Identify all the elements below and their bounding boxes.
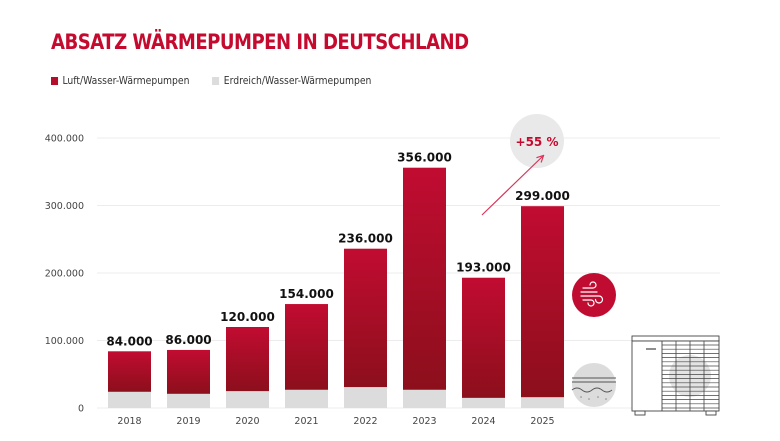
y-tick-label: 100.000	[45, 336, 84, 347]
y-tick-label: 200.000	[45, 269, 84, 280]
arrow-up-right-icon	[481, 156, 543, 216]
x-axis-ticks: 2018 2019 2020 2021 2022 2023 2024 2025	[117, 416, 554, 427]
bar-ground-2021	[285, 389, 328, 408]
chart-title: ABSATZ WÄRMEPUMPEN IN DEUTSCHLAND	[51, 30, 469, 54]
air-wind-icon	[572, 273, 616, 317]
bar-ground-2024	[462, 397, 505, 408]
legend-label-ground: Erdreich/Wasser-Wärmepumpen	[223, 75, 372, 87]
bar-total-label: 86.000	[165, 333, 211, 347]
x-tick-label: 2023	[412, 416, 436, 427]
bar-total-label: 356.000	[397, 151, 452, 165]
bar-ground-2018	[108, 391, 151, 408]
x-tick-label: 2020	[235, 416, 259, 427]
bar-total-label: 84.000	[106, 334, 152, 348]
x-tick-label: 2019	[176, 416, 200, 427]
x-tick-label: 2021	[294, 416, 318, 427]
bar-air-2024	[462, 277, 505, 398]
bar-ground-2020	[226, 391, 269, 408]
y-tick-label: 0	[78, 404, 84, 415]
bar-air-2020	[226, 327, 269, 392]
bar-total-label: 154.000	[279, 287, 334, 301]
bar-air-2022	[344, 248, 387, 388]
bar-air-2019	[167, 349, 210, 394]
x-tick-label: 2024	[471, 416, 495, 427]
bar-total-label: 299.000	[515, 189, 570, 203]
legend-item-ground: Erdreich/Wasser-Wärmepumpen	[212, 75, 371, 87]
legend-swatch-air	[51, 77, 59, 85]
bar-air-2023	[403, 167, 446, 390]
growth-annotation: +55 %	[481, 114, 564, 216]
bar-total-label: 120.000	[220, 310, 275, 324]
x-tick-label: 2025	[530, 416, 554, 427]
heat-pump-unit-icon	[631, 335, 720, 416]
growth-label: +55 %	[516, 135, 559, 149]
bar-total-label: 193.000	[456, 261, 511, 275]
bars: 84.000 86.000 120.000 154.000 236.000 356.000…	[106, 151, 570, 408]
legend: Luft/Wasser-Wärmepumpen Erdreich/Wasser-…	[51, 75, 394, 87]
legend-item-air: Luft/Wasser-Wärmepumpen	[51, 75, 189, 87]
bar-ground-2025	[521, 397, 564, 408]
y-axis-ticks: 0 100.000 200.000 300.000 400.000	[45, 134, 84, 415]
legend-label-air: Luft/Wasser-Wärmepumpen	[62, 75, 190, 87]
x-tick-label: 2018	[117, 416, 141, 427]
bar-ground-2023	[403, 389, 446, 408]
bar-air-2021	[285, 304, 328, 390]
bar-total-label: 236.000	[338, 232, 393, 246]
legend-swatch-ground	[212, 77, 220, 85]
y-tick-label: 400.000	[45, 134, 84, 145]
bar-ground-2019	[167, 393, 210, 408]
growth-badge	[510, 114, 564, 168]
bar-air-2025	[521, 206, 564, 398]
bar-ground-2022	[344, 387, 387, 408]
y-tick-label: 300.000	[45, 201, 84, 212]
ground-soil-icon	[571, 363, 616, 407]
bar-air-2018	[108, 351, 151, 392]
x-tick-label: 2022	[353, 416, 377, 427]
